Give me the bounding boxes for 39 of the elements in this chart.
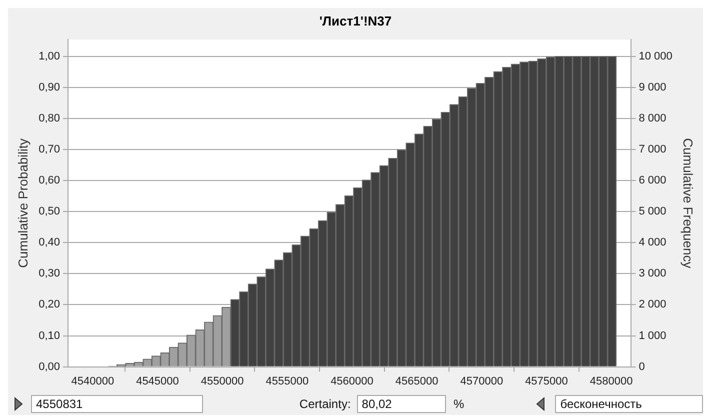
x-tick-label: 4555000 [266, 375, 309, 388]
text: % [454, 397, 464, 411]
text: Certainty: [299, 397, 351, 411]
y2-tick-label: 2 000 [638, 298, 666, 311]
text: 4550831 [36, 397, 83, 411]
y-tick-label: 0,40 [38, 236, 60, 249]
y-tick-label: 0,00 [38, 360, 60, 373]
y-tick-label: 0,10 [38, 330, 60, 342]
y-tick-label: 0,90 [38, 81, 60, 94]
y2-tick-label: 8 000 [638, 112, 666, 124]
x-tick-label: 4540000 [71, 375, 114, 388]
y2-tick-label: 1 000 [638, 330, 666, 342]
y2-tick-label: 7 000 [638, 144, 666, 156]
x-tick-label: 4575000 [525, 375, 568, 388]
y2-tick-label: 9 000 [638, 81, 666, 94]
y-tick-label: 0,50 [38, 206, 60, 218]
y2-tick-label: 5 000 [638, 206, 666, 218]
x-tick-label: 4570000 [460, 375, 504, 388]
y-tick-label: 0,80 [38, 112, 60, 124]
y-tick-label: 0,60 [38, 174, 60, 187]
y-tick-label: 1,00 [38, 50, 60, 62]
y-axis-title: Cumulative Probability [15, 138, 30, 268]
x-tick-label: 4580000 [590, 375, 633, 388]
y2-tick-label: 4 000 [638, 236, 666, 249]
x-tick-label: 4550000 [200, 375, 244, 388]
y-tick-label: 0,70 [38, 144, 60, 156]
x-tick-label: 4545000 [136, 375, 179, 388]
y2-tick-label: 6 000 [638, 174, 666, 187]
y2-tick-label: 0 [638, 360, 645, 373]
x-tick-label: 4565000 [395, 375, 438, 388]
text: бесконечность [555, 395, 704, 413]
text: 80,02 [356, 395, 446, 413]
y-tick-label: 0,30 [38, 268, 60, 280]
y2-axis-title: Cumulative Frequency [680, 138, 696, 269]
x-tick-label: 4560000 [330, 375, 374, 388]
chart-title: 'Лист1'!N37 [319, 13, 392, 28]
y2-tick-label: 3 000 [638, 268, 666, 280]
y-tick-label: 0,20 [38, 298, 60, 311]
y2-tick-label: 10 000 [638, 50, 672, 62]
